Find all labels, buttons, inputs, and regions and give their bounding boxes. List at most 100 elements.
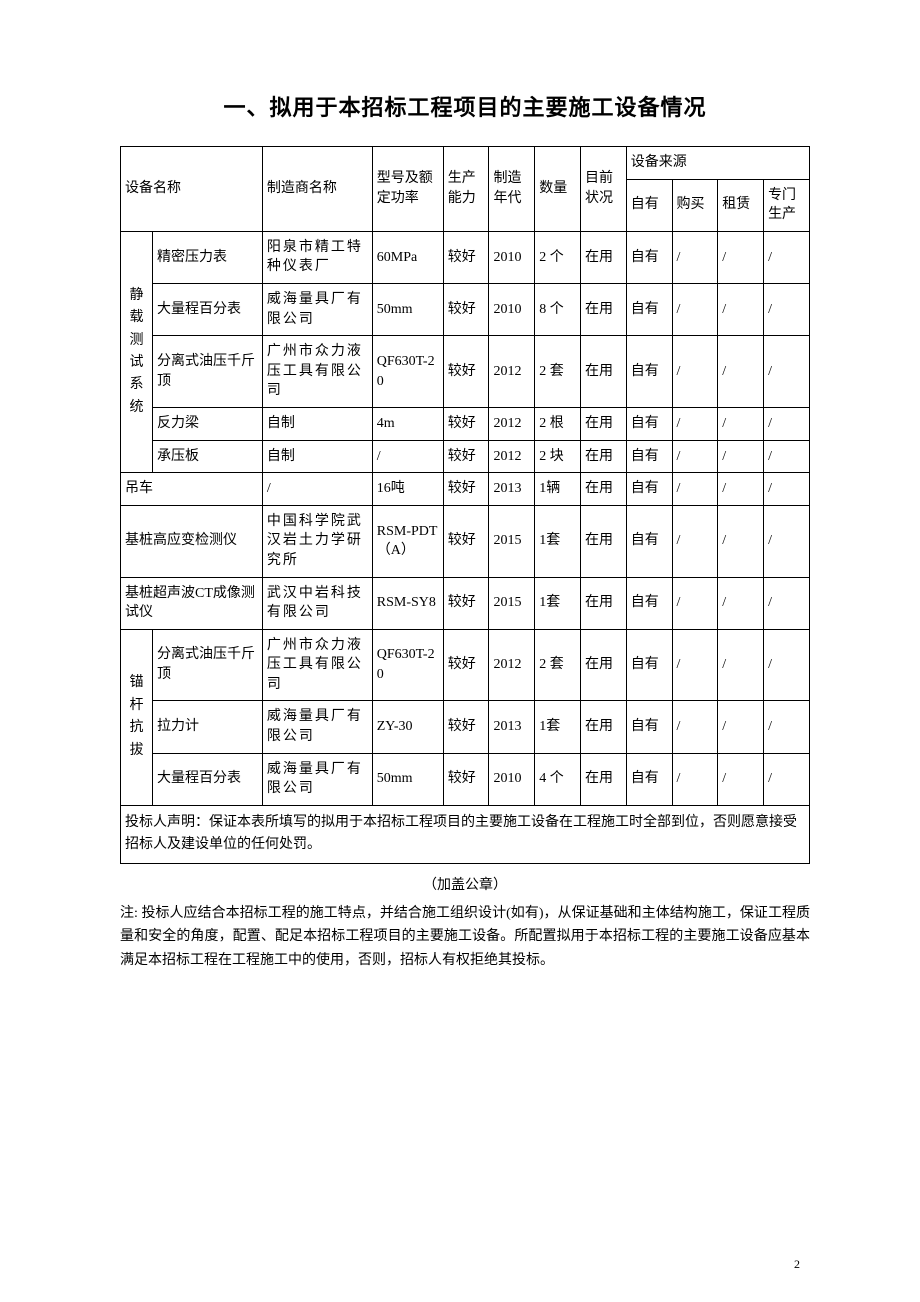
cell-status: 在用: [581, 473, 627, 506]
cell-year: 2012: [489, 336, 535, 408]
declaration-text: 投标人声明：保证本表所填写的拟用于本招标工程项目的主要施工设备在工程施工时全部到…: [121, 805, 810, 863]
cell-name: 基桩高应变检测仪: [121, 505, 263, 577]
cell-rent: /: [718, 473, 764, 506]
cell-buy: /: [672, 283, 718, 335]
page-title: 一、拟用于本招标工程项目的主要施工设备情况: [120, 90, 810, 122]
cell-name: 基桩超声波CT成像测试仪: [121, 577, 263, 629]
cell-qty: 4 个: [535, 753, 581, 805]
cell-qty: 2 块: [535, 440, 581, 473]
cell-rent: /: [718, 283, 764, 335]
hdr-capacity: 生产能力: [443, 147, 489, 232]
cell-qty: 2 根: [535, 407, 581, 440]
cell-make: /: [764, 473, 810, 506]
table-row: 基桩超声波CT成像测试仪 武汉中岩科技有限公司 RSM-SY8 较好 2015 …: [121, 577, 810, 629]
cell-model: /: [372, 440, 443, 473]
cell-cap: 较好: [443, 407, 489, 440]
cell-year: 2015: [489, 505, 535, 577]
cell-mfr: 阳泉市精工特种仪表厂: [262, 231, 372, 283]
cell-name: 拉力计: [153, 701, 263, 753]
cell-rent: /: [718, 629, 764, 701]
cell-own: 自有: [626, 440, 672, 473]
cell-status: 在用: [581, 407, 627, 440]
cell-mfr: 威海量具厂有限公司: [262, 753, 372, 805]
cell-model: ZY-30: [372, 701, 443, 753]
cell-own: 自有: [626, 577, 672, 629]
cell-make: /: [764, 283, 810, 335]
cell-qty: 2 个: [535, 231, 581, 283]
cell-make: /: [764, 577, 810, 629]
cell-status: 在用: [581, 440, 627, 473]
cell-year: 2010: [489, 753, 535, 805]
cell-cap: 较好: [443, 336, 489, 408]
cell-mfr: 广州市众力液压工具有限公司: [262, 629, 372, 701]
cell-status: 在用: [581, 701, 627, 753]
cell-year: 2010: [489, 283, 535, 335]
hdr-own: 自有: [626, 179, 672, 231]
cell-model: RSM-PDT（A）: [372, 505, 443, 577]
cell-status: 在用: [581, 336, 627, 408]
cell-year: 2012: [489, 629, 535, 701]
cell-model: 4m: [372, 407, 443, 440]
cell-status: 在用: [581, 283, 627, 335]
cell-make: /: [764, 407, 810, 440]
cell-rent: /: [718, 505, 764, 577]
cell-rent: /: [718, 440, 764, 473]
hdr-make: 专门生产: [764, 179, 810, 231]
cell-mfr: 中国科学院武汉岩土力学研究所: [262, 505, 372, 577]
cell-mfr: 自制: [262, 407, 372, 440]
cell-year: 2010: [489, 231, 535, 283]
cell-mfr: 自制: [262, 440, 372, 473]
cell-name: 大量程百分表: [153, 283, 263, 335]
cell-model: 60MPa: [372, 231, 443, 283]
cell-model: 50mm: [372, 283, 443, 335]
cell-mfr: 广州市众力液压工具有限公司: [262, 336, 372, 408]
table-row: 承压板 自制 / 较好 2012 2 块 在用 自有 / / /: [121, 440, 810, 473]
cell-make: /: [764, 753, 810, 805]
cell-cap: 较好: [443, 629, 489, 701]
declaration-row: 投标人声明：保证本表所填写的拟用于本招标工程项目的主要施工设备在工程施工时全部到…: [121, 805, 810, 863]
header-row-1: 设备名称 制造商名称 型号及额定功率 生产能力 制造年代 数量 目前状况 设备来…: [121, 147, 810, 180]
cell-status: 在用: [581, 753, 627, 805]
hdr-mfr: 制造商名称: [262, 147, 372, 232]
cell-qty: 8 个: [535, 283, 581, 335]
cell-year: 2015: [489, 577, 535, 629]
cell-own: 自有: [626, 701, 672, 753]
table-row: 静载测试系统 精密压力表 阳泉市精工特种仪表厂 60MPa 较好 2010 2 …: [121, 231, 810, 283]
hdr-rent: 租赁: [718, 179, 764, 231]
cell-mfr: 威海量具厂有限公司: [262, 701, 372, 753]
cell-cap: 较好: [443, 701, 489, 753]
page-number: 2: [794, 1257, 800, 1272]
cell-qty: 1套: [535, 505, 581, 577]
table-row: 锚杆抗拔 分离式油压千斤顶 广州市众力液压工具有限公司 QF630T-20 较好…: [121, 629, 810, 701]
cell-make: /: [764, 440, 810, 473]
cell-make: /: [764, 505, 810, 577]
cell-name: 承压板: [153, 440, 263, 473]
table-row: 拉力计 威海量具厂有限公司 ZY-30 较好 2013 1套 在用 自有 / /…: [121, 701, 810, 753]
cell-buy: /: [672, 629, 718, 701]
table-row: 反力梁 自制 4m 较好 2012 2 根 在用 自有 / / /: [121, 407, 810, 440]
cell-name: 反力梁: [153, 407, 263, 440]
cell-qty: 1辆: [535, 473, 581, 506]
hdr-year: 制造年代: [489, 147, 535, 232]
cell-cap: 较好: [443, 440, 489, 473]
cell-own: 自有: [626, 473, 672, 506]
table-row: 分离式油压千斤顶 广州市众力液压工具有限公司 QF630T-20 较好 2012…: [121, 336, 810, 408]
group-label: 静载测试系统: [121, 231, 153, 472]
cell-buy: /: [672, 753, 718, 805]
cell-rent: /: [718, 407, 764, 440]
cell-year: 2012: [489, 440, 535, 473]
cell-rent: /: [718, 336, 764, 408]
cell-make: /: [764, 629, 810, 701]
cell-model: QF630T-20: [372, 336, 443, 408]
note-text: 注: 投标人应结合本招标工程的施工特点，并结合施工组织设计(如有)，从保证基础和…: [120, 902, 810, 973]
cell-rent: /: [718, 231, 764, 283]
cell-status: 在用: [581, 629, 627, 701]
cell-rent: /: [718, 701, 764, 753]
cell-name: 分离式油压千斤顶: [153, 336, 263, 408]
hdr-status: 目前状况: [581, 147, 627, 232]
cell-cap: 较好: [443, 283, 489, 335]
cell-qty: 2 套: [535, 336, 581, 408]
cell-buy: /: [672, 701, 718, 753]
cell-year: 2013: [489, 473, 535, 506]
cell-own: 自有: [626, 231, 672, 283]
